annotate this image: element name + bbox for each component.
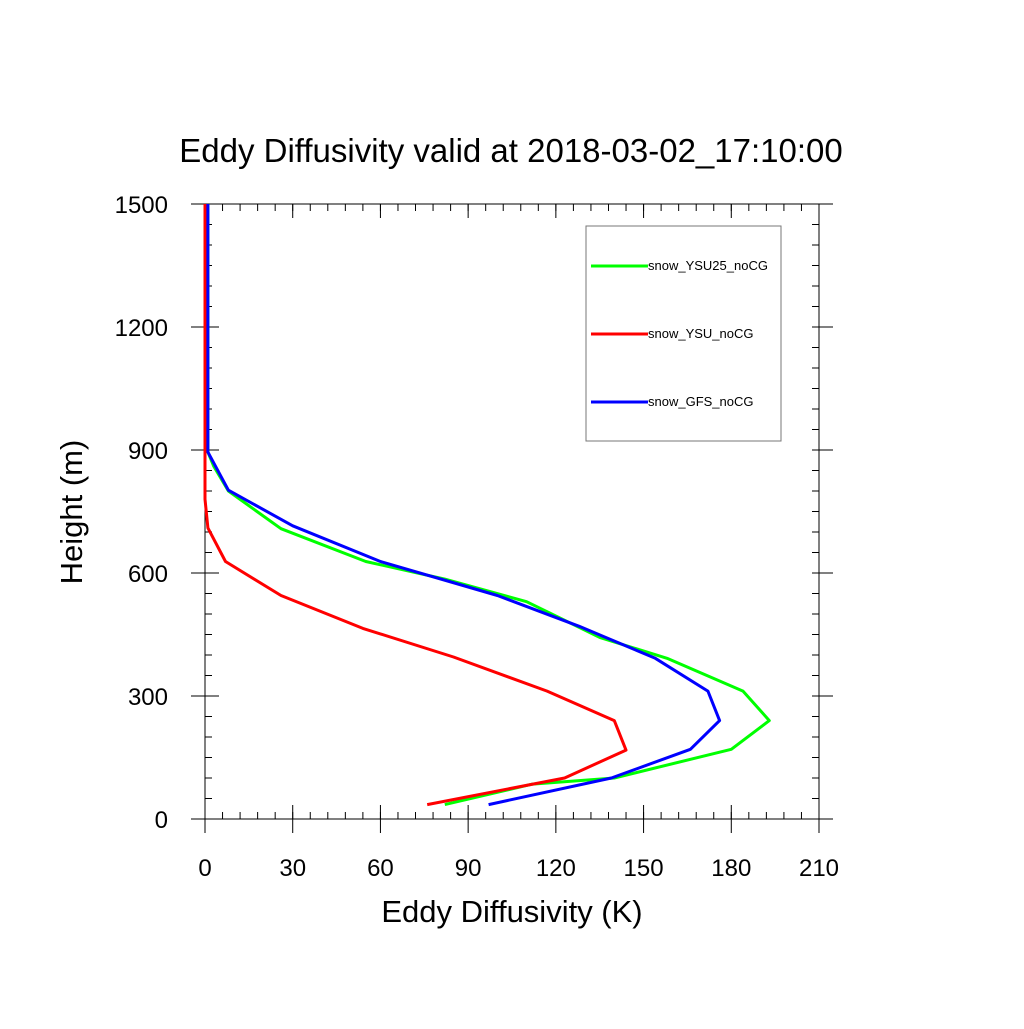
- chart-title: Eddy Diffusivity valid at 2018-03-02_17:…: [179, 132, 842, 169]
- x-tick-label: 120: [536, 855, 576, 882]
- legend-label: snow_GFS_noCG: [648, 394, 754, 409]
- series-line-snow_YSU25_noCG: [206, 204, 771, 807]
- y-tick-label: 300: [128, 684, 168, 711]
- series-line-snow_YSU_noCG: [203, 204, 628, 807]
- y-tick-label: 600: [128, 561, 168, 588]
- x-tick-label: 180: [711, 855, 751, 882]
- x-tick-label: 150: [624, 855, 664, 882]
- x-tick-label: 60: [367, 855, 394, 882]
- major-ticks: [191, 203, 833, 833]
- x-tick-label: 30: [279, 855, 306, 882]
- y-tick-label: 1500: [115, 192, 168, 219]
- x-tick-label: 0: [198, 855, 211, 882]
- y-tick-label: 0: [155, 807, 168, 834]
- series-lines: [203, 204, 771, 807]
- legend-box: [585, 225, 782, 442]
- legend-label: snow_YSU25_noCG: [648, 258, 768, 273]
- x-tick-label: 210: [799, 855, 839, 882]
- minor-ticks: [204, 203, 820, 820]
- y-tick-label: 900: [128, 438, 168, 465]
- legend-label: snow_YSU_noCG: [648, 326, 754, 341]
- legend: snow_YSU25_noCG snow_YSU_noCG snow_GFS_noC…: [585, 225, 782, 442]
- y-tick-label: 1200: [115, 315, 168, 342]
- x-tick-label: 90: [455, 855, 482, 882]
- plot-frame: [204, 203, 820, 820]
- series-line-snow_GFS_noCG: [206, 204, 722, 807]
- x-axis-label: Eddy Diffusivity (K): [381, 894, 642, 929]
- y-axis-label: Height (m): [54, 440, 89, 585]
